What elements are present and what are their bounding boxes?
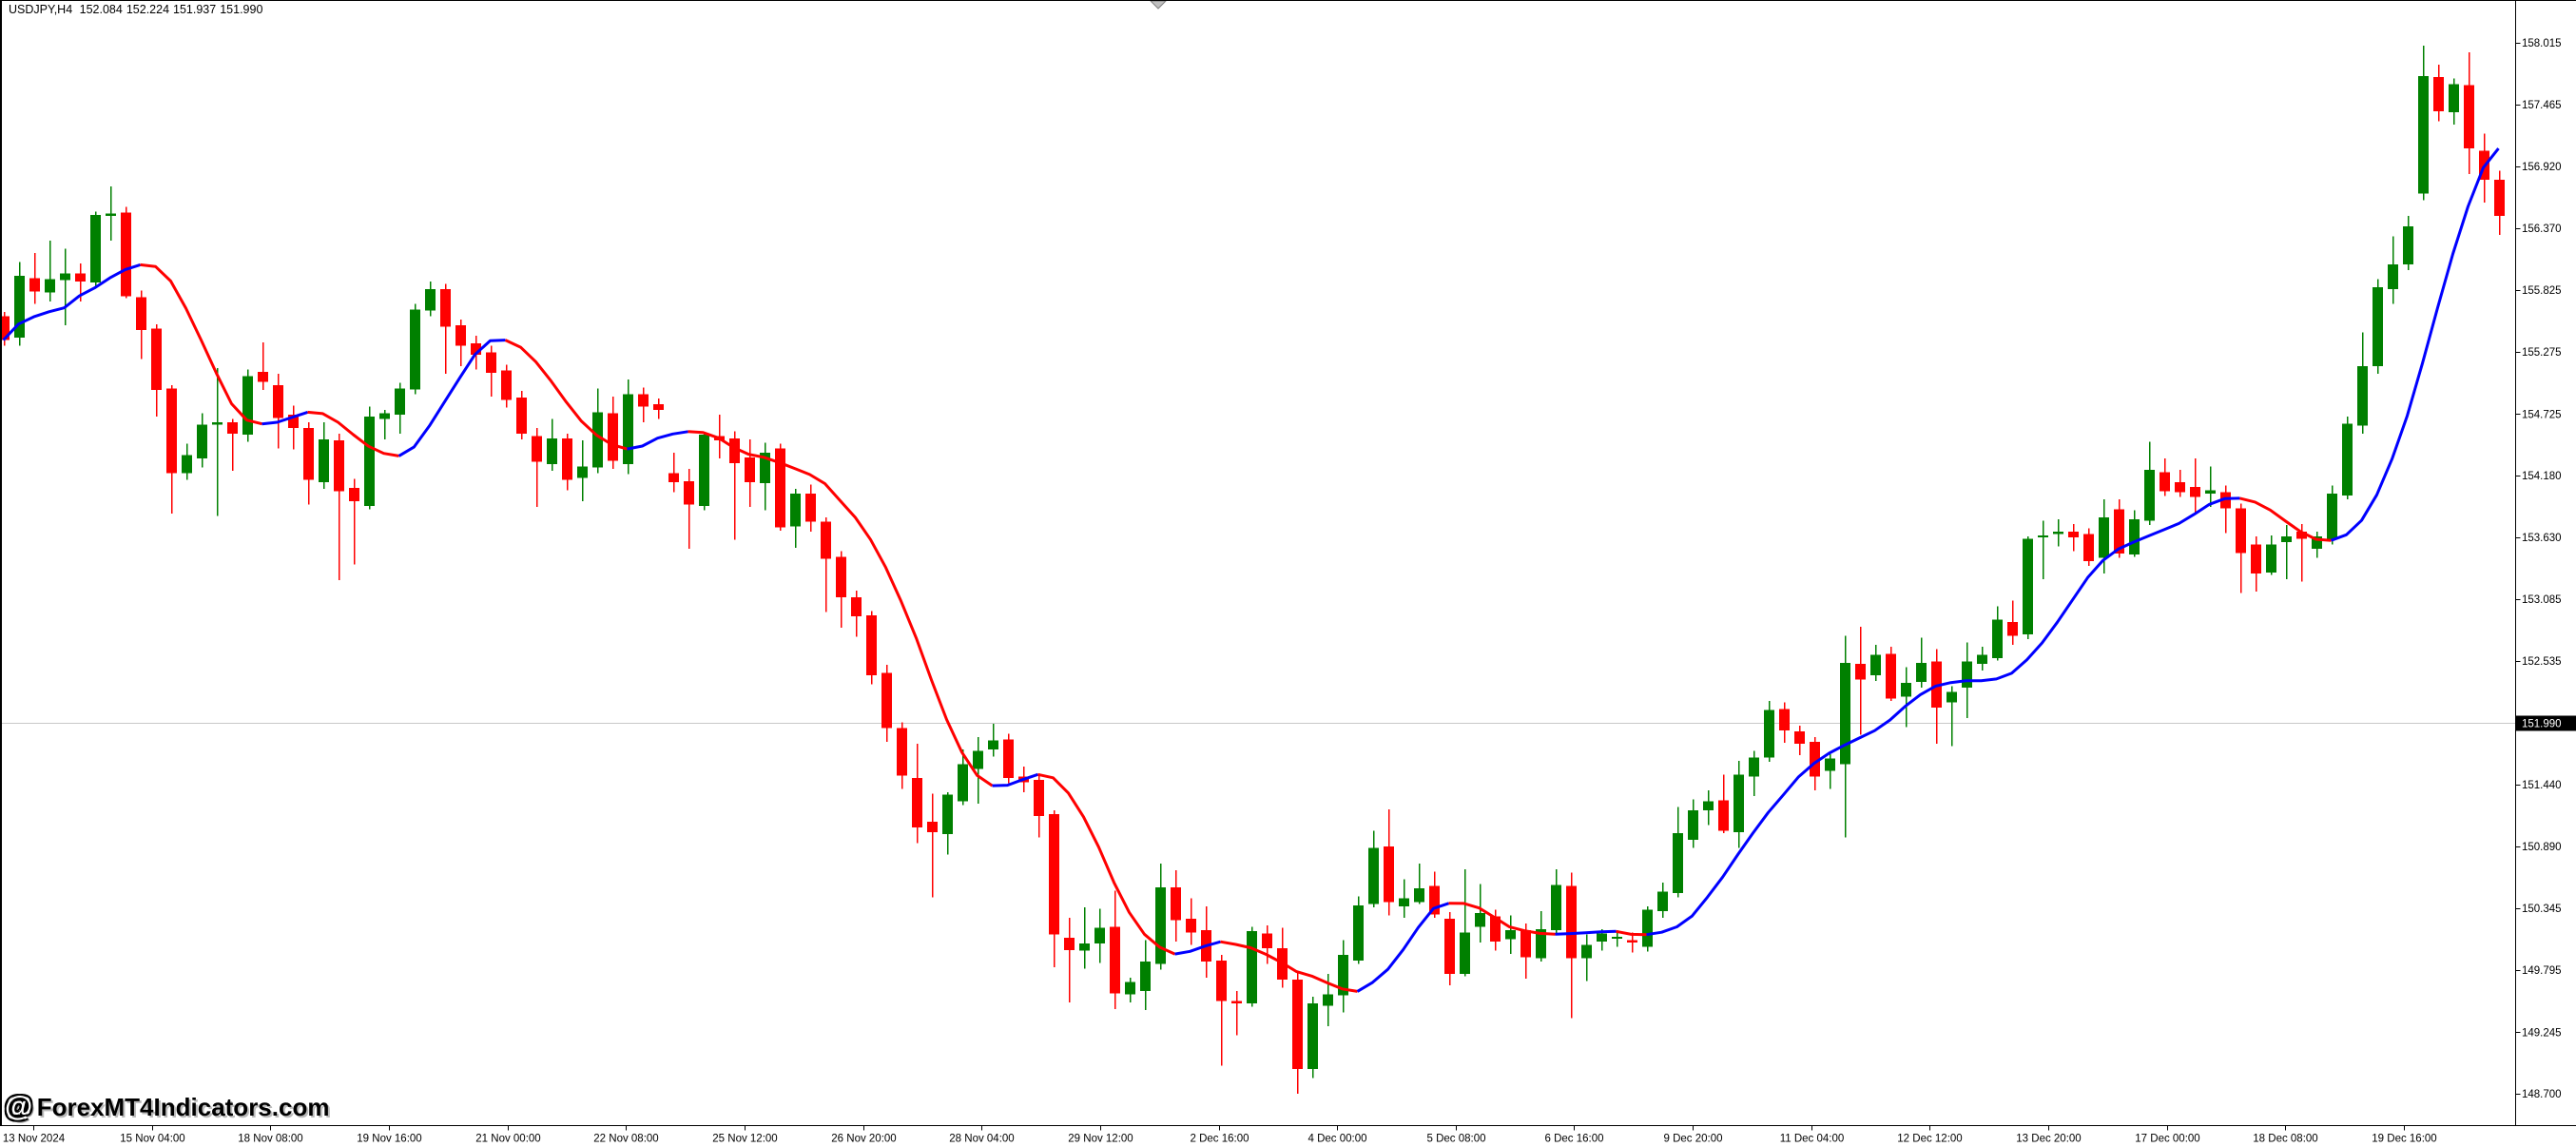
svg-text:17 Dec 00:00: 17 Dec 00:00 (2135, 1134, 2199, 1145)
svg-text:154.725: 154.725 (2522, 409, 2562, 420)
svg-text:11 Dec 04:00: 11 Dec 04:00 (1780, 1134, 1845, 1145)
svg-text:22 Nov 08:00: 22 Nov 08:00 (593, 1134, 658, 1145)
svg-text:25 Nov 12:00: 25 Nov 12:00 (712, 1134, 777, 1145)
svg-text:153.630: 153.630 (2522, 533, 2562, 544)
ohlc-high: 152.224 (126, 3, 170, 16)
svg-text:18 Nov 08:00: 18 Nov 08:00 (238, 1134, 302, 1145)
svg-text:6 Dec 16:00: 6 Dec 16:00 (1544, 1134, 1603, 1145)
svg-text:157.465: 157.465 (2522, 100, 2562, 111)
svg-text:26 Nov 20:00: 26 Nov 20:00 (831, 1134, 896, 1145)
bid-price-label: 151.990 (2516, 715, 2576, 731)
svg-text:149.795: 149.795 (2522, 965, 2562, 977)
svg-text:155.275: 155.275 (2522, 347, 2562, 359)
symbol-timeframe: USDJPY,H4 (9, 3, 73, 16)
chart-shift-marker[interactable] (1149, 0, 1168, 10)
symbol-ohlc-info: USDJPY,H4 152.084 152.224 151.937 151.990 (9, 3, 266, 16)
svg-text:156.920: 156.920 (2522, 162, 2562, 173)
svg-text:4 Dec 00:00: 4 Dec 00:00 (1307, 1134, 1366, 1145)
time-axis[interactable]: 13 Nov 2024 15 Nov 04:00 18 Nov 08:00 19 No… (0, 1125, 2576, 1145)
svg-text:156.370: 156.370 (2522, 224, 2562, 235)
svg-text:29 Nov 12:00: 29 Nov 12:00 (1068, 1134, 1133, 1145)
svg-text:19 Nov 16:00: 19 Nov 16:00 (357, 1134, 421, 1145)
at-logo-icon: @ (5, 1091, 33, 1122)
svg-text:154.180: 154.180 (2522, 471, 2562, 482)
svg-text:18 Dec 08:00: 18 Dec 08:00 (2253, 1134, 2317, 1145)
svg-text:19 Dec 16:00: 19 Dec 16:00 (2372, 1134, 2436, 1145)
window-border-top (0, 0, 2576, 1)
svg-text:151.440: 151.440 (2522, 780, 2562, 791)
svg-text:9 Dec 20:00: 9 Dec 20:00 (1663, 1134, 1722, 1145)
svg-text:150.345: 150.345 (2522, 904, 2562, 915)
svg-text:13 Nov 2024: 13 Nov 2024 (3, 1134, 66, 1145)
svg-text:28 Nov 04:00: 28 Nov 04:00 (949, 1134, 1014, 1145)
svg-text:5 Dec 08:00: 5 Dec 08:00 (1426, 1134, 1485, 1145)
svg-text:2 Dec 16:00: 2 Dec 16:00 (1190, 1134, 1249, 1145)
svg-text:148.700: 148.700 (2522, 1089, 2562, 1100)
svg-text:153.085: 153.085 (2522, 594, 2562, 606)
svg-text:150.890: 150.890 (2522, 842, 2562, 853)
ohlc-close: 151.990 (220, 3, 263, 16)
trend-ma-line (2, 147, 2500, 993)
price-axis[interactable]: 158.015 157.465 156.920 156.370 155.825 155.2… (2515, 0, 2562, 1125)
svg-text:149.245: 149.245 (2522, 1027, 2562, 1039)
svg-text:13 Dec 20:00: 13 Dec 20:00 (2016, 1134, 2081, 1145)
window-border-left (0, 0, 2, 1125)
ohlc-open: 152.084 (79, 3, 123, 16)
svg-text:12 Dec 12:00: 12 Dec 12:00 (1897, 1134, 1962, 1145)
svg-text:158.015: 158.015 (2522, 38, 2562, 49)
candles-layer (0, 46, 2505, 1094)
svg-text:155.825: 155.825 (2522, 285, 2562, 297)
ohlc-low: 151.937 (173, 3, 217, 16)
svg-text:21 Nov 00:00: 21 Nov 00:00 (475, 1134, 540, 1145)
watermark-text: ForexMT4Indicators.com (36, 1093, 330, 1121)
svg-text:151.990: 151.990 (2522, 719, 2562, 730)
svg-text:152.535: 152.535 (2522, 656, 2562, 668)
forexmt4indicators-watermark: @ ForexMT4Indicators.com (5, 1091, 329, 1123)
svg-text:15 Nov 04:00: 15 Nov 04:00 (120, 1134, 184, 1145)
